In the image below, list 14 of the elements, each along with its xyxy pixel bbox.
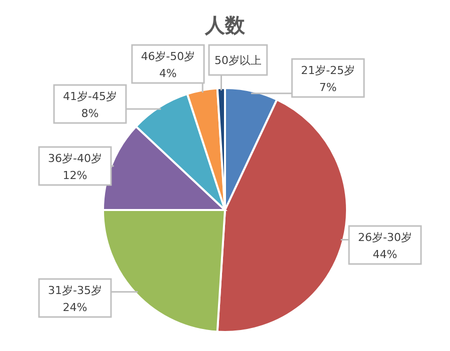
data-label: 8%	[81, 107, 99, 120]
slice-label: 21岁-25岁	[301, 64, 355, 77]
data-label: 4%	[159, 67, 177, 80]
data-label: 7%	[319, 81, 337, 94]
slice-label: 26岁-30岁	[358, 231, 412, 244]
chart-title: 人数	[204, 13, 246, 37]
data-label: 12%	[62, 169, 88, 182]
data-label: 24%	[62, 301, 88, 314]
slice-label: 50岁以上	[214, 54, 262, 67]
slice-label: 31岁-35岁	[48, 284, 102, 297]
slice-label: 36岁-40岁	[48, 152, 102, 165]
slice-label: 46岁-50岁	[141, 50, 195, 63]
data-label: 44%	[372, 248, 398, 261]
slice-label: 41岁-45岁	[63, 90, 117, 103]
